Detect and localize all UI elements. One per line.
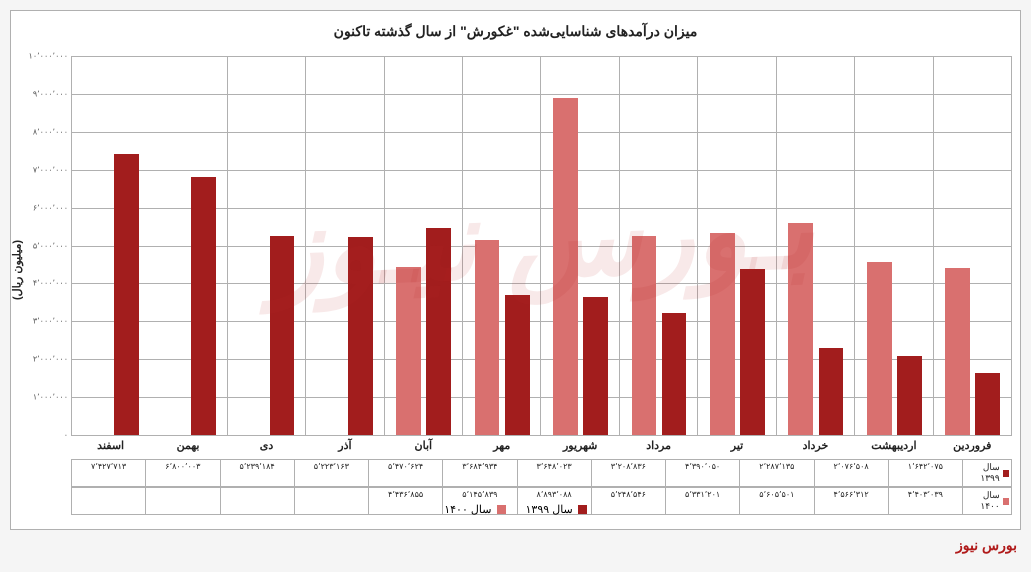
category-label: بهمن: [149, 435, 226, 452]
legend-label: سال ۱۳۹۹: [526, 503, 573, 516]
ytick-label: ۸٬۰۰۰٬۰۰۰: [16, 127, 68, 136]
ytick-label: ۹٬۰۰۰٬۰۰۰: [16, 89, 68, 98]
bar: [583, 297, 608, 435]
category-label: مهر: [463, 435, 540, 452]
legend-item: سال ۱۳۹۹: [526, 503, 587, 516]
category-group: مرداد: [620, 56, 698, 435]
category-label: اردیبهشت: [855, 435, 932, 452]
category-label: دی: [228, 435, 305, 452]
bar: [114, 154, 139, 436]
data-cell: ۳٬۶۴۸٬۰۲۳: [517, 459, 591, 487]
bar: [270, 236, 295, 435]
legend-label: سال ۱۴۰۰: [444, 503, 491, 516]
ytick-label: ۴٬۰۰۰٬۰۰۰: [16, 279, 68, 288]
data-cell: ۷٬۴۲۷٬۷۱۳: [71, 459, 145, 487]
chart-container: میزان درآمدهای شناسایی‌شده "غکورش" از سا…: [10, 10, 1021, 530]
category-group: تیر: [698, 56, 776, 435]
bar: [897, 356, 922, 435]
data-cell: ۶٬۸۰۰٬۰۰۳: [145, 459, 219, 487]
legend: سال ۱۳۹۹ سال ۱۴۰۰: [11, 503, 1020, 517]
category-label: اسفند: [72, 435, 149, 452]
bar: [867, 262, 892, 435]
footer-brand: بورس نیوز: [956, 537, 1017, 554]
ytick-label: ۷٬۰۰۰٬۰۰۰: [16, 165, 68, 174]
data-cell: ۳٬۶۸۴٬۹۳۴: [442, 459, 516, 487]
category-label: شهریور: [541, 435, 618, 452]
legend-swatch: [497, 505, 506, 514]
category-label: تیر: [698, 435, 775, 452]
category-label: آذر: [306, 435, 383, 452]
category-group: بهمن: [149, 56, 227, 435]
bar: [740, 269, 765, 435]
ytick-label: ۱٬۰۰۰٬۰۰۰: [16, 393, 68, 402]
ytick-label: ۰: [16, 431, 68, 440]
bar: [191, 177, 216, 435]
bar: [788, 223, 813, 435]
bar: [662, 313, 687, 435]
category-group: آبان: [385, 56, 463, 435]
legend-swatch: [578, 505, 587, 514]
chart-title: میزان درآمدهای شناسایی‌شده "غکورش" از سا…: [11, 11, 1020, 48]
category-label: خرداد: [777, 435, 854, 452]
data-cell: ۵٬۴۷۰٬۶۲۴: [368, 459, 442, 487]
category-group: مهر: [463, 56, 541, 435]
bar: [975, 373, 1000, 435]
bar: [710, 233, 735, 435]
data-cell: ۱٬۶۴۲٬۰۷۵: [888, 459, 962, 487]
data-cell: ۲٬۲۸۷٬۱۳۵: [739, 459, 813, 487]
series-swatch: [1003, 470, 1009, 477]
category-group: فروردین: [934, 56, 1012, 435]
bar: [945, 268, 970, 435]
row-cells: ۱٬۶۴۲٬۰۷۵۲٬۰۷۶٬۵۰۸۲٬۲۸۷٬۱۳۵۴٬۳۹۰٬۰۵۰۳٬۲۰…: [71, 459, 962, 487]
category-group: دی: [228, 56, 306, 435]
data-cell: ۲٬۰۷۶٬۵۰۸: [814, 459, 888, 487]
bar: [348, 237, 373, 435]
bar: [426, 228, 451, 435]
category-label: آبان: [385, 435, 462, 452]
data-cell: ۵٬۲۲۳٬۱۶۳: [294, 459, 368, 487]
ytick-label: ۳٬۰۰۰٬۰۰۰: [16, 317, 68, 326]
ytick-label: ۶٬۰۰۰٬۰۰۰: [16, 203, 68, 212]
category-label: مرداد: [620, 435, 697, 452]
plot-wrap: ۰۱٬۰۰۰٬۰۰۰۲٬۰۰۰٬۰۰۰۳٬۰۰۰٬۰۰۰۴٬۰۰۰٬۰۰۰۵٬۰…: [71, 56, 1012, 436]
bar: [819, 348, 844, 435]
data-cell: ۵٬۲۳۹٬۱۸۴: [220, 459, 294, 487]
bar: [632, 236, 657, 435]
bar: [553, 98, 578, 435]
ytick-label: ۲٬۰۰۰٬۰۰۰: [16, 355, 68, 364]
series-name: سال ۱۳۹۹: [965, 462, 1000, 484]
category-group: اردیبهشت: [855, 56, 933, 435]
bar: [475, 240, 500, 435]
legend-item: سال ۱۴۰۰: [444, 503, 505, 516]
bar-groups: فروردیناردیبهشتخردادتیرمردادشهریورمهرآبا…: [72, 56, 1012, 435]
ytick-label: ۱۰٬۰۰۰٬۰۰۰: [16, 52, 68, 61]
category-label: فروردین: [934, 435, 1011, 452]
category-group: شهریور: [541, 56, 619, 435]
category-group: اسفند: [72, 56, 149, 435]
data-cell: ۳٬۲۰۸٬۸۳۶: [591, 459, 665, 487]
category-group: آذر: [306, 56, 384, 435]
bar: [396, 267, 421, 435]
category-group: خرداد: [777, 56, 855, 435]
data-row: سال ۱۳۹۹۱٬۶۴۲٬۰۷۵۲٬۰۷۶٬۵۰۸۲٬۲۸۷٬۱۳۵۴٬۳۹۰…: [71, 459, 1012, 487]
bar: [505, 295, 530, 435]
data-cell: ۴٬۳۹۰٬۰۵۰: [665, 459, 739, 487]
ytick-label: ۵٬۰۰۰٬۰۰۰: [16, 241, 68, 250]
row-header: سال ۱۳۹۹: [962, 459, 1012, 487]
